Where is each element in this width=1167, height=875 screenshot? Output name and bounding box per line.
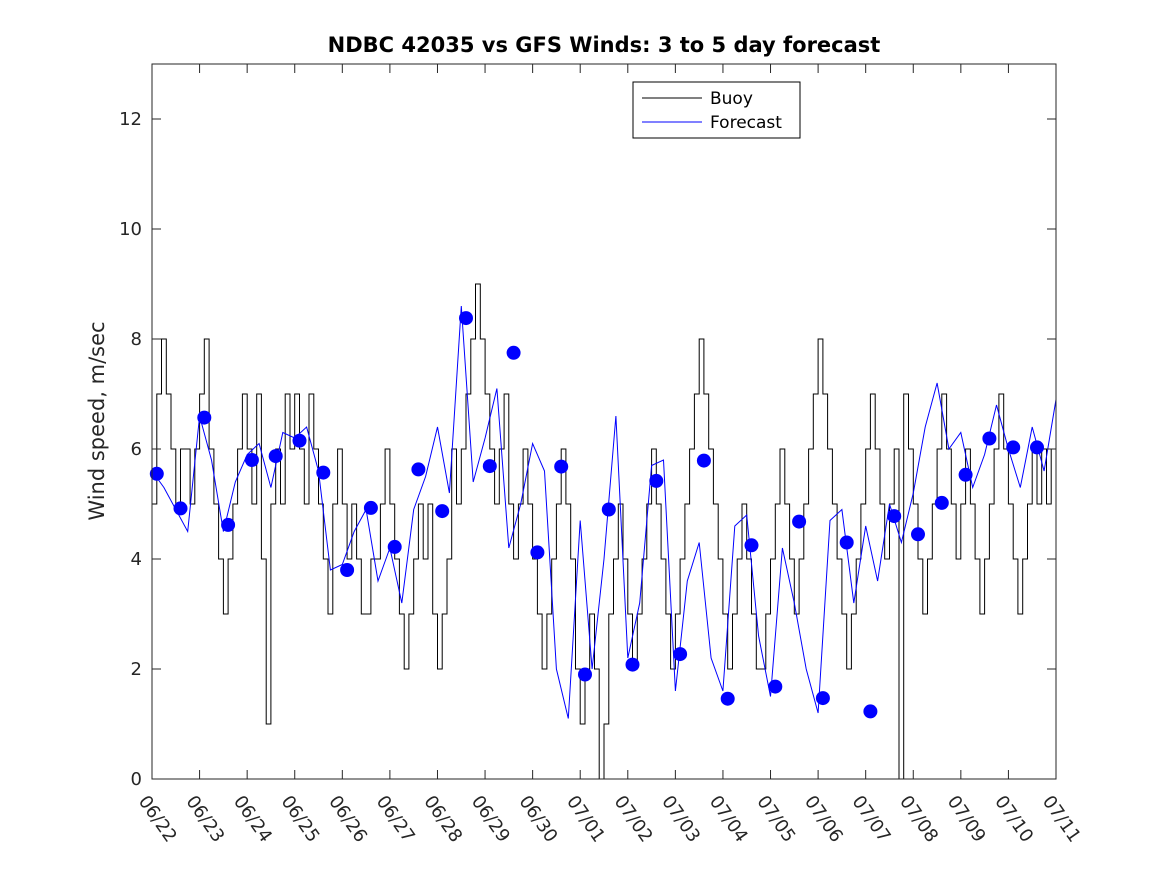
- y-axis-label: Wind speed, m/sec: [85, 321, 109, 520]
- x-tick-label: 06/24: [229, 792, 276, 847]
- forecast-marker: [387, 539, 402, 554]
- buoy-series-line: [152, 283, 1057, 780]
- forecast-marker: [625, 657, 640, 672]
- forecast-marker: [316, 465, 331, 480]
- plot-marks: [149, 283, 1057, 780]
- x-tick-label: 06/29: [467, 792, 514, 847]
- forecast-marker: [530, 545, 545, 560]
- y-tick-label: 8: [131, 329, 142, 350]
- y-tick-label: 10: [119, 219, 142, 240]
- axes-box: [151, 63, 1057, 780]
- forecast-marker: [244, 453, 259, 467]
- forecast-marker: [292, 433, 307, 448]
- forecast-marker: [911, 527, 925, 542]
- forecast-marker: [792, 514, 807, 529]
- forecast-marker: [482, 459, 497, 474]
- legend: Buoy Forecast: [632, 81, 801, 139]
- forecast-marker: [554, 459, 569, 474]
- legend-buoy-label: Buoy: [710, 89, 753, 109]
- x-tick-label: 07/02: [610, 792, 657, 847]
- forecast-marker: [506, 345, 521, 360]
- y-tick-label: 2: [131, 659, 142, 680]
- x-tick-label: 06/27: [372, 792, 419, 847]
- y-tick-label: 12: [119, 109, 142, 130]
- x-tick-label: 07/10: [990, 792, 1037, 847]
- y-tick-label: 6: [131, 439, 142, 460]
- forecast-marker: [435, 504, 450, 519]
- x-tick-label: 07/01: [562, 792, 609, 847]
- forecast-marker: [887, 509, 902, 524]
- plot-area: [152, 64, 1056, 779]
- forecast-marker: [720, 691, 735, 706]
- forecast-marker: [149, 466, 164, 481]
- x-tick-label: 07/04: [705, 792, 752, 847]
- forecast-marker: [459, 311, 473, 326]
- forecast-marker: [197, 410, 212, 425]
- forecast-marker: [1006, 440, 1021, 455]
- forecast-marker: [863, 704, 878, 719]
- y-tick-label: 0: [131, 769, 142, 790]
- forecast-marker: [839, 535, 854, 550]
- forecast-marker: [982, 431, 997, 446]
- forecast-marker: [744, 538, 759, 553]
- forecast-marker: [815, 691, 830, 706]
- forecast-marker: [221, 517, 236, 532]
- legend-forecast-label: Forecast: [710, 113, 782, 133]
- x-tick-label: 07/05: [752, 792, 799, 847]
- forecast-marker: [958, 467, 973, 482]
- forecast-marker: [578, 667, 592, 682]
- forecast-marker: [934, 495, 949, 510]
- x-tick-label: 06/28: [419, 792, 466, 847]
- forecast-marker: [411, 462, 426, 477]
- y-tick-label: 4: [131, 549, 142, 570]
- forecast-marker: [340, 563, 355, 577]
- x-tick-label: 06/30: [515, 792, 562, 847]
- x-tick-label: 06/23: [181, 792, 228, 847]
- x-tick-label: 07/07: [848, 792, 895, 847]
- forecast-marker: [601, 502, 616, 517]
- x-tick-label: 06/25: [277, 792, 324, 847]
- forecast-marker: [768, 679, 783, 694]
- x-tick-label: 07/11: [1038, 792, 1085, 847]
- x-tick-label: 07/06: [800, 792, 847, 847]
- forecast-marker: [696, 453, 711, 468]
- x-tick-label: 07/09: [943, 792, 990, 847]
- x-tick-label: 06/22: [134, 792, 181, 847]
- forecast-marker: [173, 501, 188, 516]
- x-tick-label: 06/26: [324, 792, 371, 847]
- forecast-marker: [1030, 440, 1044, 455]
- forecast-marker: [649, 473, 664, 488]
- forecast-series-line: [151, 305, 1057, 719]
- forecast-marker: [673, 647, 688, 662]
- x-tick-label: 07/08: [895, 792, 942, 847]
- forecast-marker: [363, 500, 378, 515]
- x-tick-label: 07/03: [657, 792, 704, 847]
- legend-box: [632, 81, 801, 139]
- forecast-marker: [268, 449, 283, 464]
- chart-title: NDBC 42035 vs GFS Winds: 3 to 5 day fore…: [328, 33, 881, 57]
